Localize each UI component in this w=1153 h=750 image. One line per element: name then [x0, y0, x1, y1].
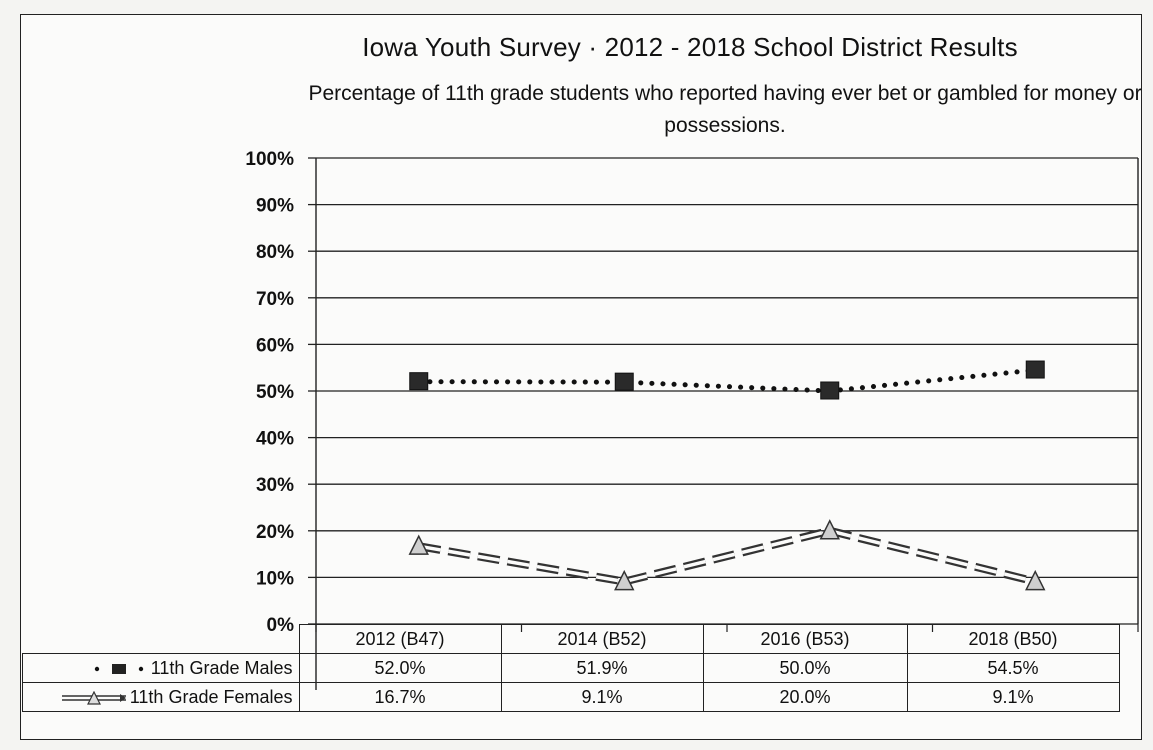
- legend-entry-males: 11th Grade Males: [22, 653, 300, 683]
- males-data-point: [614, 372, 634, 391]
- y-tick-label: 40%: [256, 429, 294, 450]
- table-row: 11th Grade Females 16.7% 9.1% 20.0% 9.1%: [22, 682, 1120, 712]
- females-data-point: [614, 569, 635, 591]
- y-tick-label: 30%: [256, 475, 294, 496]
- females-legend-marker-icon: [61, 690, 126, 705]
- chart-title: Iowa Youth Survey · 2012 - 2018 School D…: [362, 32, 1018, 62]
- chart-frame: [20, 14, 1142, 740]
- legend-entry-females: 11th Grade Females: [22, 682, 300, 712]
- y-tick-label: 90%: [256, 196, 294, 217]
- y-tick-label: 80%: [256, 242, 294, 263]
- females-data-point: [819, 519, 840, 540]
- females-data-point: [1025, 569, 1046, 591]
- table-cell: 16.7%: [298, 682, 502, 712]
- data-table: 2012 (B47) 2014 (B52) 2016 (B53) 2018 (B…: [22, 624, 1120, 712]
- category-header: 2014 (B52): [500, 624, 704, 654]
- table-cell: 54.5%: [906, 653, 1120, 683]
- table-corner-cell: [22, 624, 300, 654]
- y-tick-label: 100%: [245, 149, 294, 170]
- males-data-point: [409, 372, 429, 391]
- chart-subtitle: Percentage of 11th grade students who re…: [308, 82, 1142, 137]
- females-data-point: [408, 534, 429, 555]
- males-data-point: [820, 381, 840, 400]
- category-header: 2018 (B50): [906, 624, 1120, 654]
- table-cell: 20.0%: [702, 682, 908, 712]
- series-name: 11th Grade Males: [150, 657, 293, 678]
- table-cell: 52.0%: [298, 653, 502, 683]
- series-name: 11th Grade Females: [129, 686, 293, 707]
- males-data-point: [1025, 360, 1045, 379]
- table-header-row: 2012 (B47) 2014 (B52) 2016 (B53) 2018 (B…: [22, 624, 1120, 654]
- females-series-line-inner: [418, 528, 1036, 584]
- category-header: 2012 (B47): [298, 624, 502, 654]
- y-tick-label: 50%: [256, 382, 294, 403]
- table-cell: 50.0%: [702, 653, 908, 683]
- males-legend-marker-icon: [94, 663, 143, 674]
- y-tick-label: 20%: [256, 522, 294, 543]
- y-tick-label: 60%: [256, 335, 294, 356]
- table-row: 11th Grade Males 52.0% 51.9% 50.0% 54.5%: [22, 653, 1120, 683]
- males-series-line: [416, 367, 1038, 394]
- table-cell: 9.1%: [500, 682, 704, 712]
- table-cell: 9.1%: [906, 682, 1120, 712]
- y-tick-label: 10%: [256, 568, 294, 589]
- y-tick-label: 70%: [256, 289, 294, 310]
- category-header: 2016 (B53): [702, 624, 908, 654]
- table-cell: 51.9%: [500, 653, 704, 683]
